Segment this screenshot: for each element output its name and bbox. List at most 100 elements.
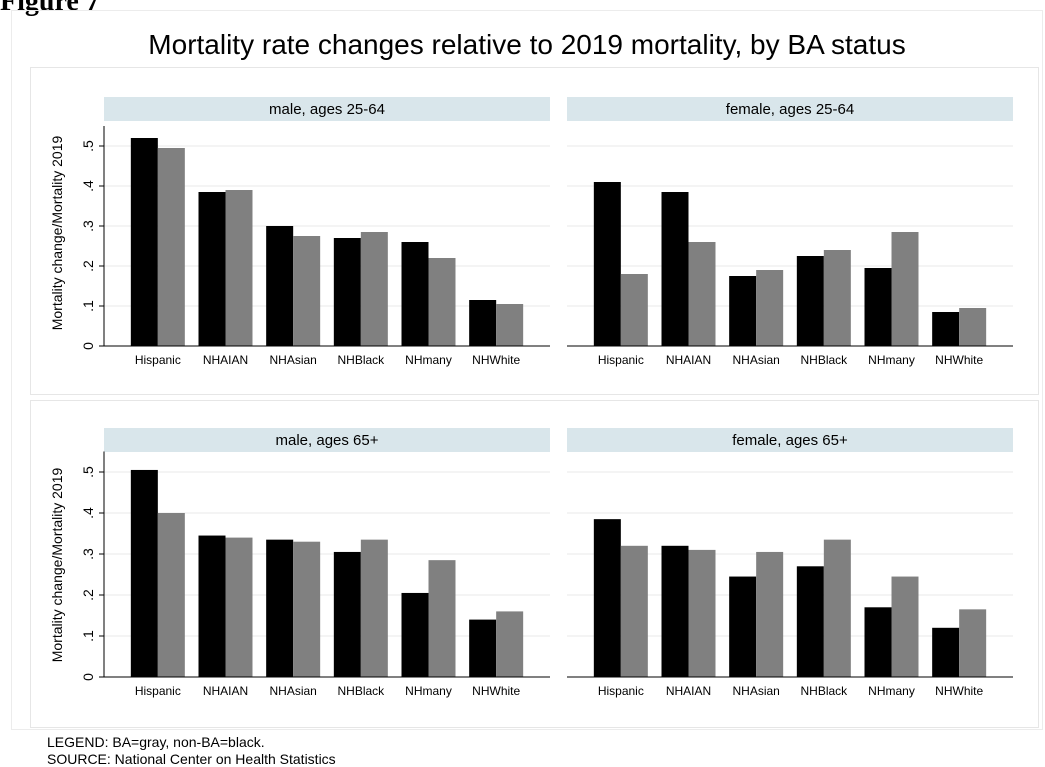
- bar-ba: [620, 545, 648, 677]
- chart-title: Mortality rate changes relative to 2019 …: [148, 29, 906, 60]
- panel-strip: [104, 97, 550, 121]
- bar-non-ba: [266, 226, 294, 346]
- bar-non-ba: [266, 539, 294, 677]
- bar-ba: [823, 250, 851, 346]
- y-tick-label: .1: [80, 630, 96, 642]
- x-tick-label: NHWhite: [472, 684, 520, 698]
- x-tick-label: NHAIAN: [666, 353, 711, 367]
- bar-ba: [891, 576, 919, 677]
- x-tick-label: Hispanic: [598, 353, 644, 367]
- y-tick-label: .1: [80, 300, 96, 312]
- bar-non-ba: [333, 551, 361, 677]
- bar-non-ba: [593, 182, 621, 346]
- bar-ba: [496, 611, 524, 677]
- bar-ba: [823, 539, 851, 677]
- bar-non-ba: [796, 256, 824, 346]
- panel-strip: [567, 428, 1013, 452]
- bar-ba: [293, 236, 321, 346]
- bar-ba: [293, 541, 321, 677]
- bar-ba: [225, 190, 253, 346]
- bar-non-ba: [932, 627, 960, 677]
- bar-non-ba: [198, 192, 226, 346]
- bar-non-ba: [593, 519, 621, 677]
- x-tick-label: NHmany: [868, 353, 915, 367]
- bar-non-ba: [401, 242, 429, 346]
- y-tick-label: .2: [80, 589, 96, 601]
- x-tick-label: NHWhite: [472, 353, 520, 367]
- x-tick-label: NHmany: [405, 684, 452, 698]
- y-tick-label: .5: [80, 466, 96, 478]
- x-tick-label: NHAIAN: [203, 684, 248, 698]
- y-tick-label: .2: [80, 260, 96, 272]
- bar-non-ba: [469, 619, 497, 677]
- x-tick-label: NHAsian: [732, 684, 779, 698]
- bar-ba: [428, 258, 456, 346]
- y-tick-label: 0: [80, 673, 96, 681]
- bar-non-ba: [864, 607, 892, 677]
- figure-frame: [11, 10, 1043, 730]
- x-tick-label: NHBlack: [800, 684, 848, 698]
- panel-strip: [567, 97, 1013, 121]
- bar-non-ba: [661, 545, 689, 677]
- bar-non-ba: [333, 238, 361, 346]
- y-tick-label: .3: [80, 548, 96, 560]
- bar-non-ba: [729, 276, 757, 346]
- x-tick-label: NHAsian: [269, 684, 316, 698]
- bar-non-ba: [130, 469, 158, 677]
- x-tick-label: Hispanic: [135, 353, 181, 367]
- x-tick-label: NHBlack: [800, 353, 848, 367]
- panel-title: female, ages 65+: [732, 432, 848, 449]
- y-tick-label: .4: [80, 180, 96, 192]
- y-tick-label: 0: [80, 342, 96, 350]
- bar-non-ba: [401, 592, 429, 677]
- x-tick-label: NHmany: [405, 353, 452, 367]
- bar-ba: [428, 560, 456, 677]
- y-axis-label: Mortality change/Mortality 2019: [49, 468, 65, 663]
- y-tick-label: .4: [80, 507, 96, 519]
- panel-strip: [104, 428, 550, 452]
- x-tick-label: Hispanic: [135, 684, 181, 698]
- bar-ba: [496, 304, 524, 346]
- bar-non-ba: [796, 566, 824, 677]
- bar-non-ba: [130, 138, 158, 346]
- x-tick-label: NHAIAN: [203, 353, 248, 367]
- bar-ba: [620, 274, 648, 346]
- source-note: SOURCE: National Center on Health Statis…: [47, 751, 336, 767]
- x-tick-label: NHmany: [868, 684, 915, 698]
- x-tick-label: NHWhite: [935, 353, 983, 367]
- bar-non-ba: [198, 535, 226, 677]
- panel-title: male, ages 25-64: [269, 101, 385, 118]
- bar-ba: [157, 148, 185, 346]
- bar-ba: [959, 308, 987, 346]
- bar-ba: [756, 551, 784, 677]
- bar-ba: [688, 549, 716, 677]
- bar-non-ba: [729, 576, 757, 677]
- y-axis-label: Mortality change/Mortality 2019: [49, 136, 65, 331]
- x-tick-label: NHAsian: [732, 353, 779, 367]
- x-tick-label: Hispanic: [598, 684, 644, 698]
- bar-non-ba: [469, 300, 497, 346]
- bar-ba: [360, 232, 388, 346]
- x-tick-label: NHBlack: [337, 353, 385, 367]
- bar-ba: [360, 539, 388, 677]
- bar-non-ba: [661, 192, 689, 346]
- x-tick-label: NHAIAN: [666, 684, 711, 698]
- bar-ba: [157, 513, 185, 677]
- figure-label: Figure 7: [0, 0, 100, 17]
- bar-ba: [225, 537, 253, 677]
- x-tick-label: NHWhite: [935, 684, 983, 698]
- row-frame-bottom: [30, 400, 1039, 728]
- bar-non-ba: [864, 268, 892, 346]
- y-tick-label: .5: [80, 140, 96, 152]
- panel-title: female, ages 25-64: [726, 101, 854, 118]
- legend-note: LEGEND: BA=gray, non-BA=black.: [47, 734, 265, 750]
- bar-ba: [688, 242, 716, 346]
- bar-ba: [959, 609, 987, 677]
- x-tick-label: NHAsian: [269, 353, 316, 367]
- row-frame-top: [30, 67, 1039, 395]
- y-tick-label: .3: [80, 220, 96, 232]
- bar-non-ba: [932, 312, 960, 346]
- bar-ba: [891, 232, 919, 346]
- bar-ba: [756, 270, 784, 346]
